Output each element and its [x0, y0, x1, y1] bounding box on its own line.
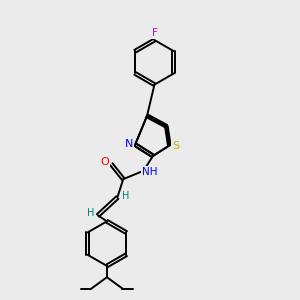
Text: O: O — [100, 157, 109, 167]
Text: F: F — [152, 28, 158, 38]
Text: S: S — [172, 140, 179, 151]
Text: H: H — [122, 191, 129, 201]
Text: H: H — [87, 208, 94, 218]
Text: N: N — [124, 139, 133, 149]
Text: NH: NH — [142, 167, 158, 177]
